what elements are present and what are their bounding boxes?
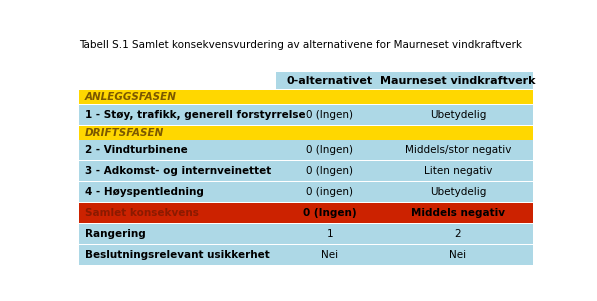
Bar (79, 245, 276, 265)
Text: Ubetydelig: Ubetydelig (430, 187, 486, 197)
Text: Nei: Nei (321, 250, 338, 260)
Bar (383, 161, 533, 181)
Bar (276, 224, 383, 244)
Text: ANLEGGSFASEN: ANLEGGSFASEN (85, 92, 177, 102)
Text: Middels/stor negativ: Middels/stor negativ (405, 145, 511, 155)
Text: Liten negativ: Liten negativ (424, 166, 492, 176)
Bar (276, 105, 383, 125)
Bar (383, 141, 533, 160)
Bar (79, 141, 276, 160)
Bar (79, 203, 276, 223)
Bar (276, 245, 383, 265)
Text: 2: 2 (454, 229, 461, 239)
Text: Samlet konsekvens: Samlet konsekvens (85, 208, 199, 218)
Bar (276, 141, 383, 160)
Bar (383, 105, 533, 125)
Text: DRIFTSFASEN: DRIFTSFASEN (85, 128, 164, 138)
Text: 0 (Ingen): 0 (Ingen) (303, 208, 356, 218)
Text: 4 - Høyspentledning: 4 - Høyspentledning (85, 187, 204, 197)
Text: 0 (Ingen): 0 (Ingen) (306, 166, 353, 176)
Bar (276, 126, 533, 140)
Bar (79, 105, 276, 125)
Text: Ubetydelig: Ubetydelig (430, 110, 486, 120)
Bar (79, 161, 276, 181)
Bar (383, 224, 533, 244)
Text: 1: 1 (327, 229, 333, 239)
Text: Tabell S.1 Samlet konsekvensvurdering av alternativene for Maurneset vindkraftve: Tabell S.1 Samlet konsekvensvurdering av… (79, 40, 522, 50)
Text: Beslutningsrelevant usikkerhet: Beslutningsrelevant usikkerhet (85, 250, 270, 260)
Bar (79, 182, 276, 202)
Bar (383, 182, 533, 202)
Text: Middels negativ: Middels negativ (411, 208, 505, 218)
Text: 3 - Adkomst- og internveinettet: 3 - Adkomst- og internveinettet (85, 166, 271, 176)
Text: 0 (ingen): 0 (ingen) (306, 187, 353, 197)
Text: 0 (Ingen): 0 (Ingen) (306, 110, 353, 120)
Text: 1 - Støy, trafikk, generell forstyrrelse: 1 - Støy, trafikk, generell forstyrrelse (85, 110, 306, 120)
Bar (276, 90, 533, 104)
Text: 0 (Ingen): 0 (Ingen) (306, 145, 353, 155)
Bar (79, 72, 276, 89)
Text: Nei: Nei (450, 250, 466, 260)
Text: 0-alternativet: 0-alternativet (287, 76, 373, 85)
Text: 2 - Vindturbinene: 2 - Vindturbinene (85, 145, 187, 155)
Bar (383, 245, 533, 265)
Bar (276, 72, 383, 89)
Bar (276, 182, 383, 202)
Text: Maurneset vindkraftverk: Maurneset vindkraftverk (380, 76, 536, 85)
Bar (79, 126, 276, 140)
Text: Rangering: Rangering (85, 229, 146, 239)
Bar (79, 224, 276, 244)
Bar (79, 90, 276, 104)
Bar (383, 72, 533, 89)
Bar (276, 203, 383, 223)
Bar (276, 161, 383, 181)
Bar (383, 203, 533, 223)
